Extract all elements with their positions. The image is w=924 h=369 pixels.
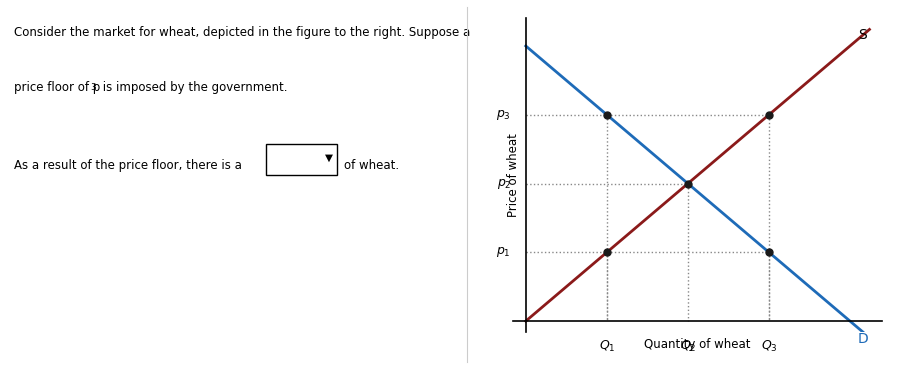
Text: of wheat.: of wheat. — [345, 159, 399, 172]
Text: price floor of p: price floor of p — [14, 81, 100, 94]
Text: ▼: ▼ — [325, 153, 333, 163]
Text: 3: 3 — [91, 83, 96, 92]
Text: $Q_2$: $Q_2$ — [680, 339, 696, 354]
Text: $Q_3$: $Q_3$ — [760, 339, 777, 354]
Text: S: S — [858, 28, 868, 42]
Text: Consider the market for wheat, depicted in the figure to the right. Suppose a: Consider the market for wheat, depicted … — [14, 26, 470, 39]
Text: $p_2$: $p_2$ — [496, 176, 511, 190]
Text: $Q_1$: $Q_1$ — [599, 339, 615, 354]
Text: $p_1$: $p_1$ — [496, 245, 511, 259]
Text: D: D — [857, 332, 869, 346]
Text: is imposed by the government.: is imposed by the government. — [99, 81, 287, 94]
FancyBboxPatch shape — [266, 144, 337, 175]
Text: As a result of the price floor, there is a: As a result of the price floor, there is… — [14, 159, 242, 172]
X-axis label: Quantity of wheat: Quantity of wheat — [644, 338, 751, 351]
Text: $p_3$: $p_3$ — [496, 108, 511, 122]
Y-axis label: Price of wheat: Price of wheat — [507, 133, 520, 217]
